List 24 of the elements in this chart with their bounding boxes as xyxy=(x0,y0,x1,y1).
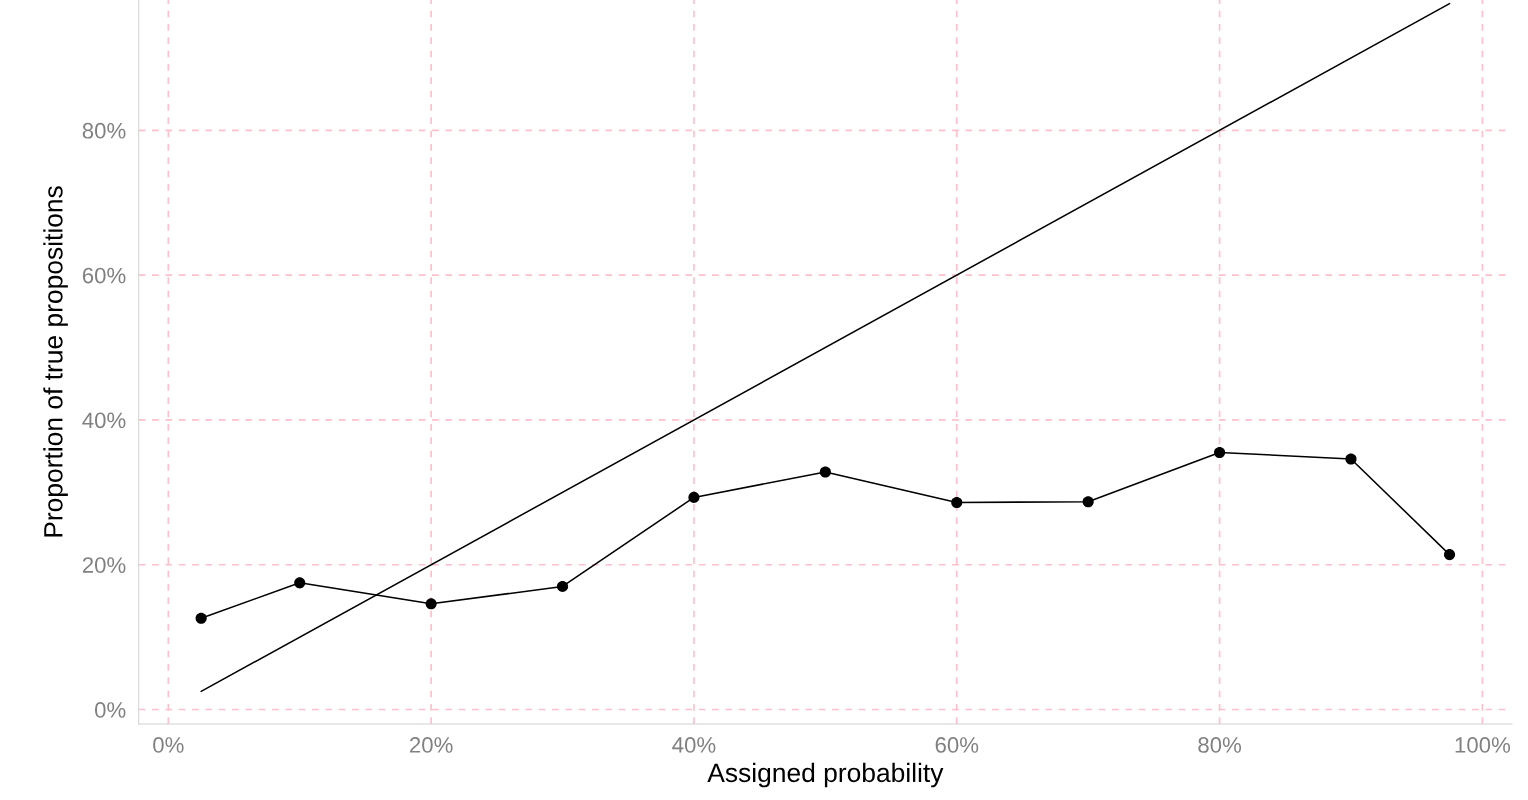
x-tick-label: 40% xyxy=(672,737,716,753)
x-axis-title: Assigned probability xyxy=(707,762,944,788)
x-tick-label: 80% xyxy=(1198,737,1242,753)
point xyxy=(1214,446,1226,459)
y-tick-label: 80% xyxy=(82,122,126,139)
y-axis-title: Proportion of true propositions xyxy=(43,186,68,537)
point xyxy=(294,577,306,589)
point xyxy=(1345,453,1357,465)
point xyxy=(1082,496,1094,508)
y-tick-label: 0% xyxy=(94,702,126,718)
x-tick-label: 20% xyxy=(410,737,453,753)
x-tick-label: 0% xyxy=(153,737,184,753)
point xyxy=(951,496,963,509)
point xyxy=(688,491,700,503)
point xyxy=(195,612,207,624)
x-tick-label: 60% xyxy=(935,737,979,753)
x-tick-label: 100% xyxy=(1455,737,1511,753)
y-tick-label: 20% xyxy=(82,557,126,573)
point xyxy=(1443,549,1456,561)
y-tick-label: 40% xyxy=(82,412,126,429)
point xyxy=(425,598,437,610)
y-tick-label: 60% xyxy=(82,267,126,284)
point xyxy=(556,580,569,592)
point xyxy=(819,466,831,478)
